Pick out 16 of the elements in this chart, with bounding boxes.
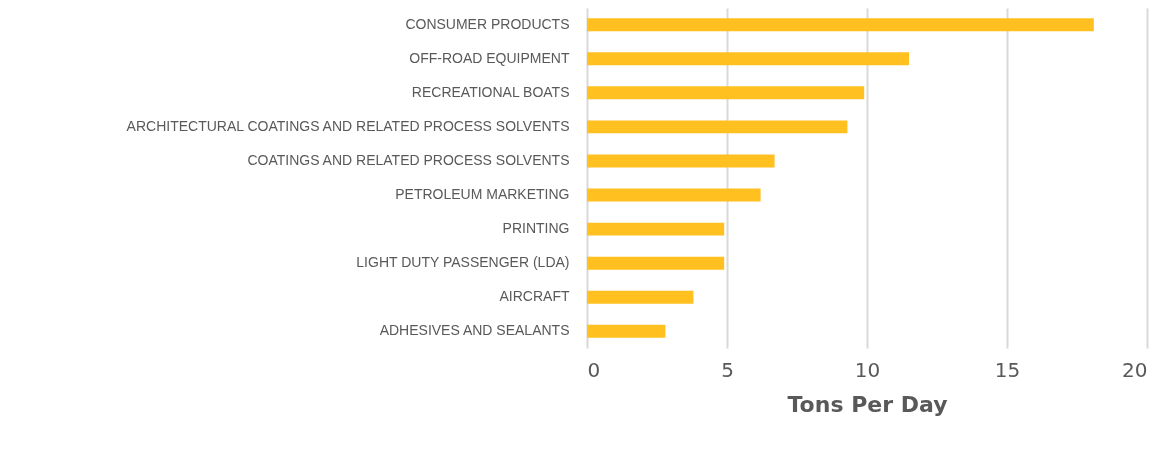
y-tick-label: OFF-ROAD EQUIPMENT — [409, 49, 570, 66]
y-tick-label: CONSUMER PRODUCTS — [405, 15, 570, 32]
y-tick-label: PRINTING — [502, 220, 570, 237]
y-tick-label: COATINGS AND RELATED PROCESS SOLVENTS — [247, 151, 570, 168]
x-tick-label: 5 — [721, 357, 734, 382]
y-tick-label: ADHESIVES AND SEALANTS — [379, 322, 570, 339]
y-tick-label: LIGHT DUTY PASSENGER (LDA) — [356, 254, 570, 271]
x-tick-label: 0 — [587, 357, 601, 382]
y-tick-label: ARCHITECTURAL COATINGS AND RELATED PROCESS SOLVENTS — [126, 117, 570, 134]
x-tick-label: 15 — [994, 357, 1021, 382]
x-axis-title: Tons Per Day — [787, 391, 948, 417]
x-tick-label: 20 — [1122, 357, 1148, 382]
y-tick-label: PETROLEUM MARKETING — [395, 186, 570, 203]
y-tick-label: RECREATIONAL BOATS — [411, 83, 570, 100]
x-tick-label: 10 — [854, 357, 881, 382]
y-tick-label: AIRCRAFT — [499, 288, 570, 305]
